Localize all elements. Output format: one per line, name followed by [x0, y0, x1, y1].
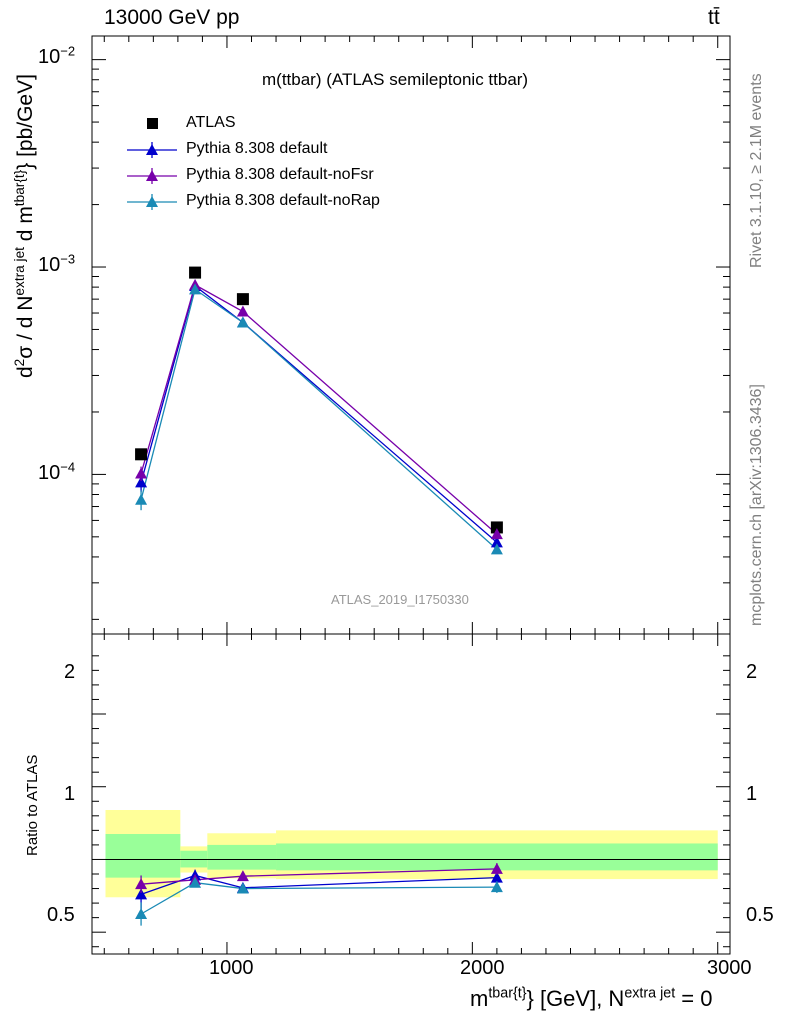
legend-marker-atlas [147, 118, 158, 129]
ylabel-part-c: d m [14, 206, 37, 248]
main-y-tick-base: 10 [38, 462, 61, 484]
ylabel-sup-tbar: tbar{t} [12, 169, 27, 207]
main-series-marker [135, 467, 148, 479]
xlabel-part-b: } [GeV], N [526, 986, 625, 1011]
ratio-band-inner [105, 834, 181, 878]
ylabel-sup-2: 2 [12, 358, 27, 367]
ratio-y-axis-label: Ratio to ATLAS [24, 754, 41, 856]
main-series-line [140, 288, 498, 550]
ratio-band-inner [207, 844, 277, 870]
legend-marker [146, 196, 158, 207]
main-series-line [140, 283, 498, 535]
main-series-marker [490, 528, 503, 540]
main-series-marker [135, 493, 148, 505]
x-tick-label: 1000 [209, 957, 254, 979]
ylabel-part-a: d [14, 366, 37, 378]
ratio-series-line [140, 882, 497, 915]
main-series-marker [490, 536, 503, 548]
xlabel-sup-tbar: tbar{t} [488, 985, 527, 1002]
atlas-data-point [189, 266, 202, 279]
mcplots-label: mcplots.cern.ch [arXiv:1306.3436] [748, 384, 765, 626]
main-series-marker [189, 283, 202, 295]
atlas-data-point [135, 448, 148, 461]
atlas-data-point [236, 293, 249, 306]
ratio-series-marker [490, 871, 503, 883]
main-series-marker [135, 476, 148, 488]
ratio-series-marker [189, 876, 202, 888]
main-y-tick-exp: −2 [60, 43, 76, 59]
ratio-y-tick-label-right: 2 [746, 661, 758, 683]
main-series-line [140, 284, 498, 543]
main-series-lines [140, 283, 498, 550]
main-y-tick-exp: −4 [60, 459, 76, 475]
ylabel-part-d: } [pb/GeV] [14, 74, 37, 170]
main-y-tick-exp: −3 [60, 251, 76, 267]
header-energy: 13000 GeV pp [104, 6, 240, 29]
legend-label-norap: Pythia 8.308 default-noRap [186, 192, 380, 209]
main-series-marker [236, 316, 249, 328]
main-y-axis-label: d2σ / d Nextra jet d mtbar{t}} [pb/GeV] [12, 74, 38, 378]
xlabel-part-a: m [470, 986, 489, 1011]
ratio-series-marker [236, 882, 249, 894]
xlabel-sup-extra: extra jet [624, 985, 676, 1002]
legend-marker [146, 170, 158, 181]
main-y-tick-base: 10 [38, 46, 61, 68]
axis-ticks [92, 36, 730, 954]
ratio-series-lines [140, 868, 497, 915]
main-y-tick-label: 10−2 [38, 43, 76, 69]
xlabel-part-c: = 0 [675, 986, 713, 1011]
main-y-tick-base: 10 [38, 254, 61, 276]
ratio-series-marker [236, 870, 249, 882]
analysis-watermark: ATLAS_2019_I1750330 [331, 592, 469, 607]
atlas-data-point [490, 521, 503, 534]
main-series-marker [490, 543, 503, 555]
ratio-series-marker [135, 878, 148, 890]
ylabel-part-b: σ / d N [14, 295, 37, 359]
ratio-series-marker [135, 888, 148, 900]
x-axis-label: mtbar{t}} [GeV], Nextra jet = 0 [470, 986, 713, 1012]
header-process: tt̄ [708, 6, 720, 29]
ratio-series-marker [490, 862, 503, 874]
legend-label-default: Pythia 8.308 default [186, 140, 328, 157]
ratio-y-tick-label-left: 0.5 [47, 904, 75, 926]
ratio-y-tick-label-left: 2 [64, 661, 76, 683]
ratio-series-marker [490, 881, 503, 893]
main-y-tick-label: 10−4 [38, 459, 76, 485]
x-tick-label: 2000 [460, 957, 505, 979]
legend-label-atlas: ATLAS [186, 114, 236, 131]
main-y-tick-label: 10−3 [38, 251, 76, 277]
ratio-series-marker [135, 908, 148, 919]
ratio-y-tick-label-right: 0.5 [746, 904, 774, 926]
main-series-marker [236, 305, 249, 317]
legend-label-nofsr: Pythia 8.308 default-noFsr [186, 166, 374, 183]
ratio-uncertainty-bands [105, 810, 718, 898]
x-tick-label: 3000 [707, 957, 752, 979]
legend-marker [146, 144, 158, 155]
ratio-series-line [140, 874, 497, 895]
ratio-y-tick-label-right: 1 [746, 783, 758, 805]
plot-subtitle: m(ttbar) (ATLAS semileptonic ttbar) [262, 70, 529, 89]
ylabel-sup-extra: extra jet [12, 247, 27, 296]
main-series-markers [135, 266, 503, 555]
ratio-series-markers [135, 862, 503, 926]
ratio-y-tick-label-left: 1 [64, 783, 76, 805]
legend-markers [127, 118, 177, 210]
plot-frames [91, 35, 731, 955]
rivet-version-label: Rivet 3.1.10, ≥ 2.1M events [748, 73, 765, 268]
ratio-panel-frame [91, 633, 731, 955]
ratio-series-line [141, 868, 497, 885]
